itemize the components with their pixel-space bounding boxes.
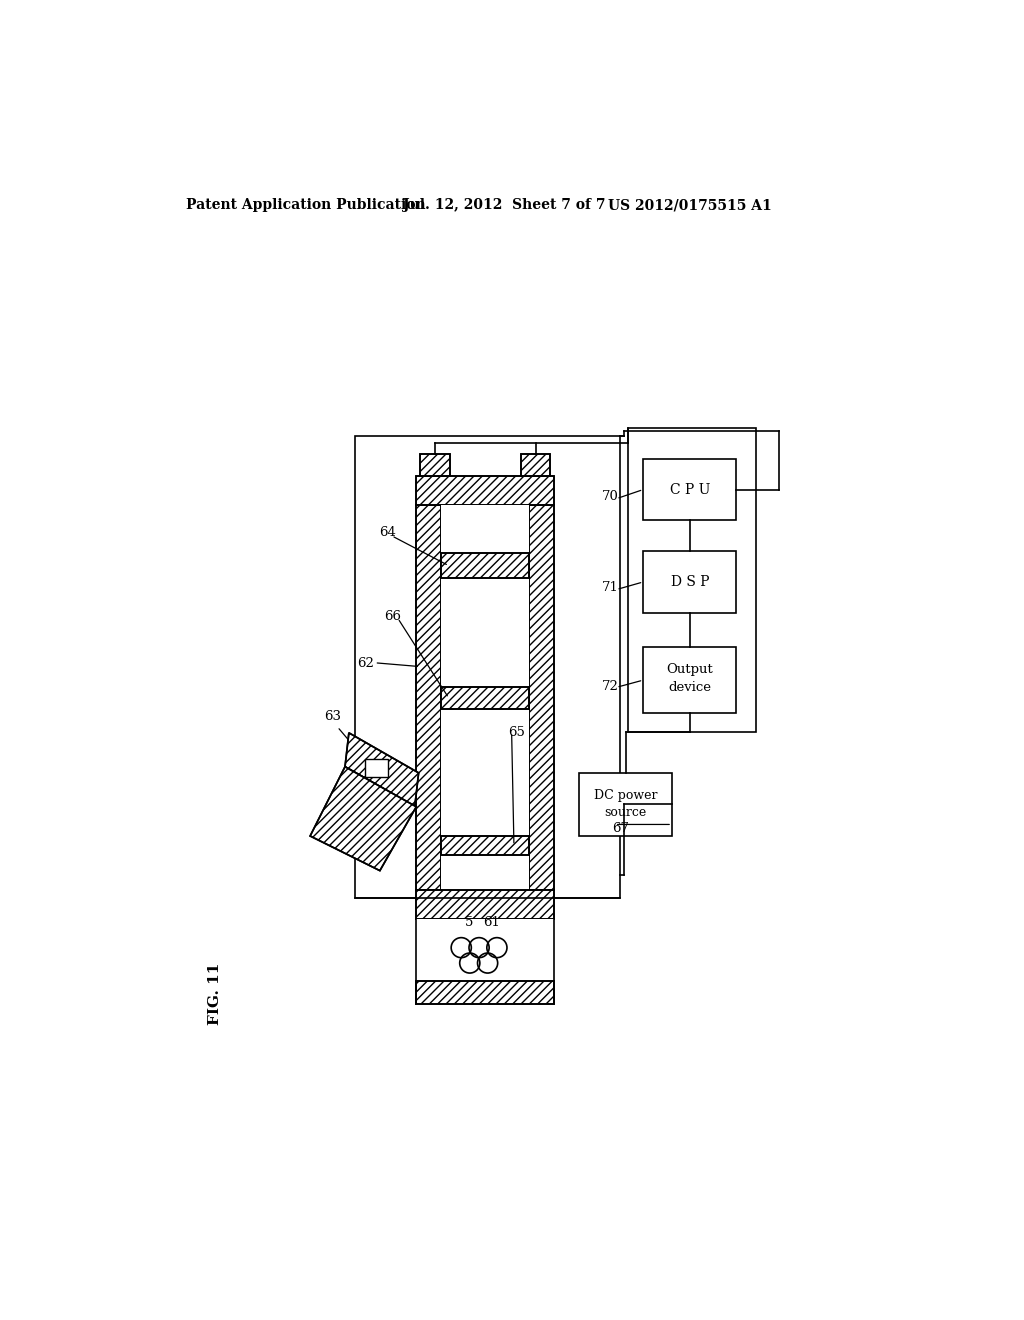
Bar: [417, 890, 554, 919]
Bar: [441, 836, 529, 855]
Polygon shape: [310, 767, 417, 871]
Text: 70: 70: [602, 490, 620, 503]
Text: 67: 67: [612, 822, 630, 836]
Bar: [441, 688, 529, 709]
Text: 66: 66: [384, 610, 400, 623]
Text: US 2012/0175515 A1: US 2012/0175515 A1: [608, 198, 772, 213]
Text: 5: 5: [465, 916, 473, 929]
Text: Jul. 12, 2012  Sheet 7 of 7: Jul. 12, 2012 Sheet 7 of 7: [403, 198, 605, 213]
Bar: [417, 981, 554, 1003]
Bar: [417, 475, 554, 506]
Bar: [417, 919, 554, 981]
Bar: [579, 774, 672, 836]
Text: 63: 63: [324, 710, 341, 723]
Text: 62: 62: [357, 656, 375, 669]
Bar: [441, 688, 529, 709]
Text: Patent Application Publication: Patent Application Publication: [186, 198, 426, 213]
Bar: [643, 552, 736, 612]
Bar: [417, 506, 441, 890]
Bar: [441, 506, 529, 890]
Bar: [628, 428, 756, 733]
Bar: [417, 890, 554, 919]
Bar: [366, 759, 388, 777]
Bar: [521, 454, 550, 475]
Bar: [521, 454, 550, 475]
Text: 64: 64: [379, 525, 396, 539]
Bar: [441, 553, 529, 578]
Bar: [441, 553, 529, 578]
Bar: [417, 981, 554, 1003]
Text: device: device: [669, 681, 712, 694]
Text: source: source: [604, 805, 647, 818]
Text: 61: 61: [483, 916, 500, 929]
Bar: [643, 647, 736, 713]
Polygon shape: [345, 733, 419, 807]
Text: D S P: D S P: [671, 576, 710, 589]
Text: Output: Output: [667, 663, 714, 676]
Bar: [417, 506, 441, 890]
Text: 71: 71: [602, 581, 620, 594]
Bar: [420, 454, 450, 475]
Text: FIG. 11: FIG. 11: [208, 962, 222, 1024]
Bar: [529, 506, 554, 890]
Bar: [441, 836, 529, 855]
Bar: [643, 459, 736, 520]
Bar: [420, 454, 450, 475]
Text: DC power: DC power: [594, 788, 657, 801]
Bar: [417, 475, 554, 506]
Bar: [529, 506, 554, 890]
Bar: [355, 436, 621, 898]
Text: 65: 65: [508, 726, 524, 739]
Text: C P U: C P U: [670, 483, 710, 496]
Text: 72: 72: [602, 680, 620, 693]
